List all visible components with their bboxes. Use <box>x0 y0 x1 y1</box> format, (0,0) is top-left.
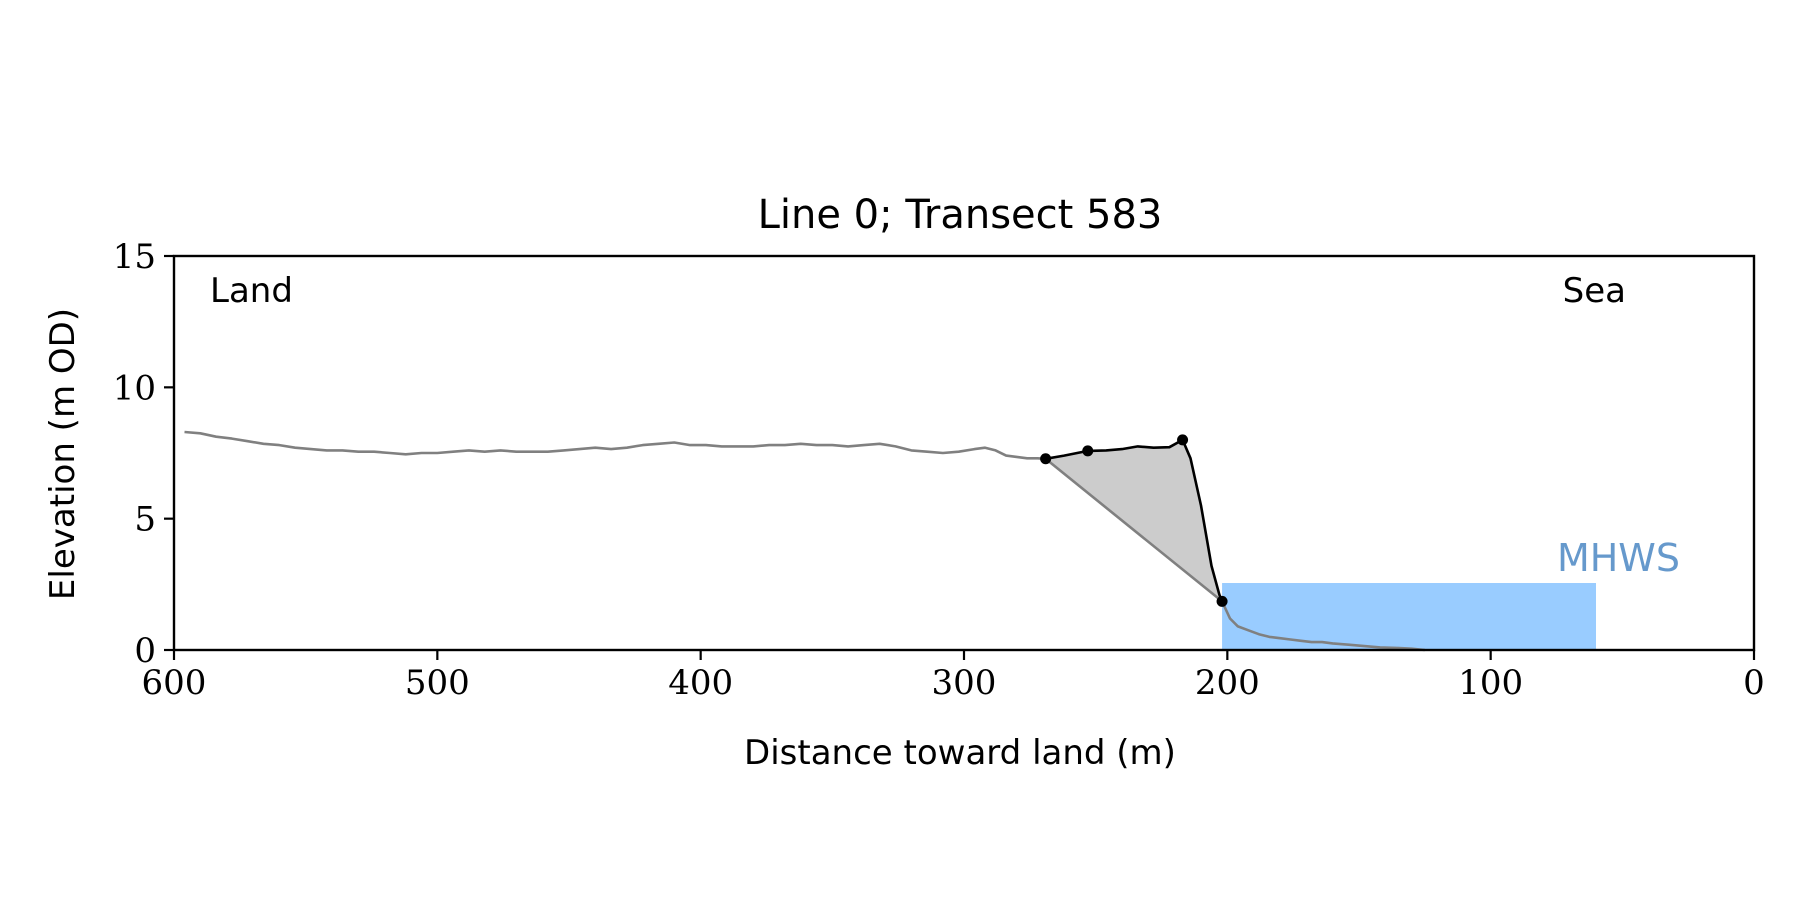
y-axis-label: Elevation (m OD) <box>43 308 83 600</box>
chart-title: Line 0; Transect 583 <box>758 192 1163 238</box>
x-tick-label: 600 <box>142 663 207 703</box>
cliff-marker <box>1082 445 1094 457</box>
x-axis-label: Distance toward land (m) <box>744 733 1176 773</box>
mhws-label: MHWS <box>1557 536 1680 580</box>
y-tick-label: 15 <box>113 237 156 277</box>
y-tick-label: 10 <box>113 368 156 408</box>
x-tick-label: 100 <box>1458 663 1523 703</box>
cliff-marker <box>1177 434 1189 446</box>
x-tick-label: 400 <box>668 663 733 703</box>
x-tick-label: 500 <box>405 663 470 703</box>
x-tick-label: 300 <box>932 663 997 703</box>
y-tick-label: 0 <box>134 631 156 671</box>
eroded-area-fill <box>1045 439 1223 602</box>
cliff-marker <box>1216 595 1228 607</box>
cliff-marker <box>1040 453 1052 465</box>
sea-annotation: Sea <box>1563 271 1626 311</box>
profile-line <box>184 430 1425 652</box>
mhws-band <box>1222 583 1596 650</box>
y-tick-label: 5 <box>134 500 156 540</box>
land-annotation: Land <box>210 271 293 311</box>
x-tick-label: 0 <box>1743 663 1765 703</box>
x-tick-label: 200 <box>1195 663 1260 703</box>
plot-area: 600 500 400 300 200 100 0 0 5 10 15 MHWS <box>113 237 1765 703</box>
